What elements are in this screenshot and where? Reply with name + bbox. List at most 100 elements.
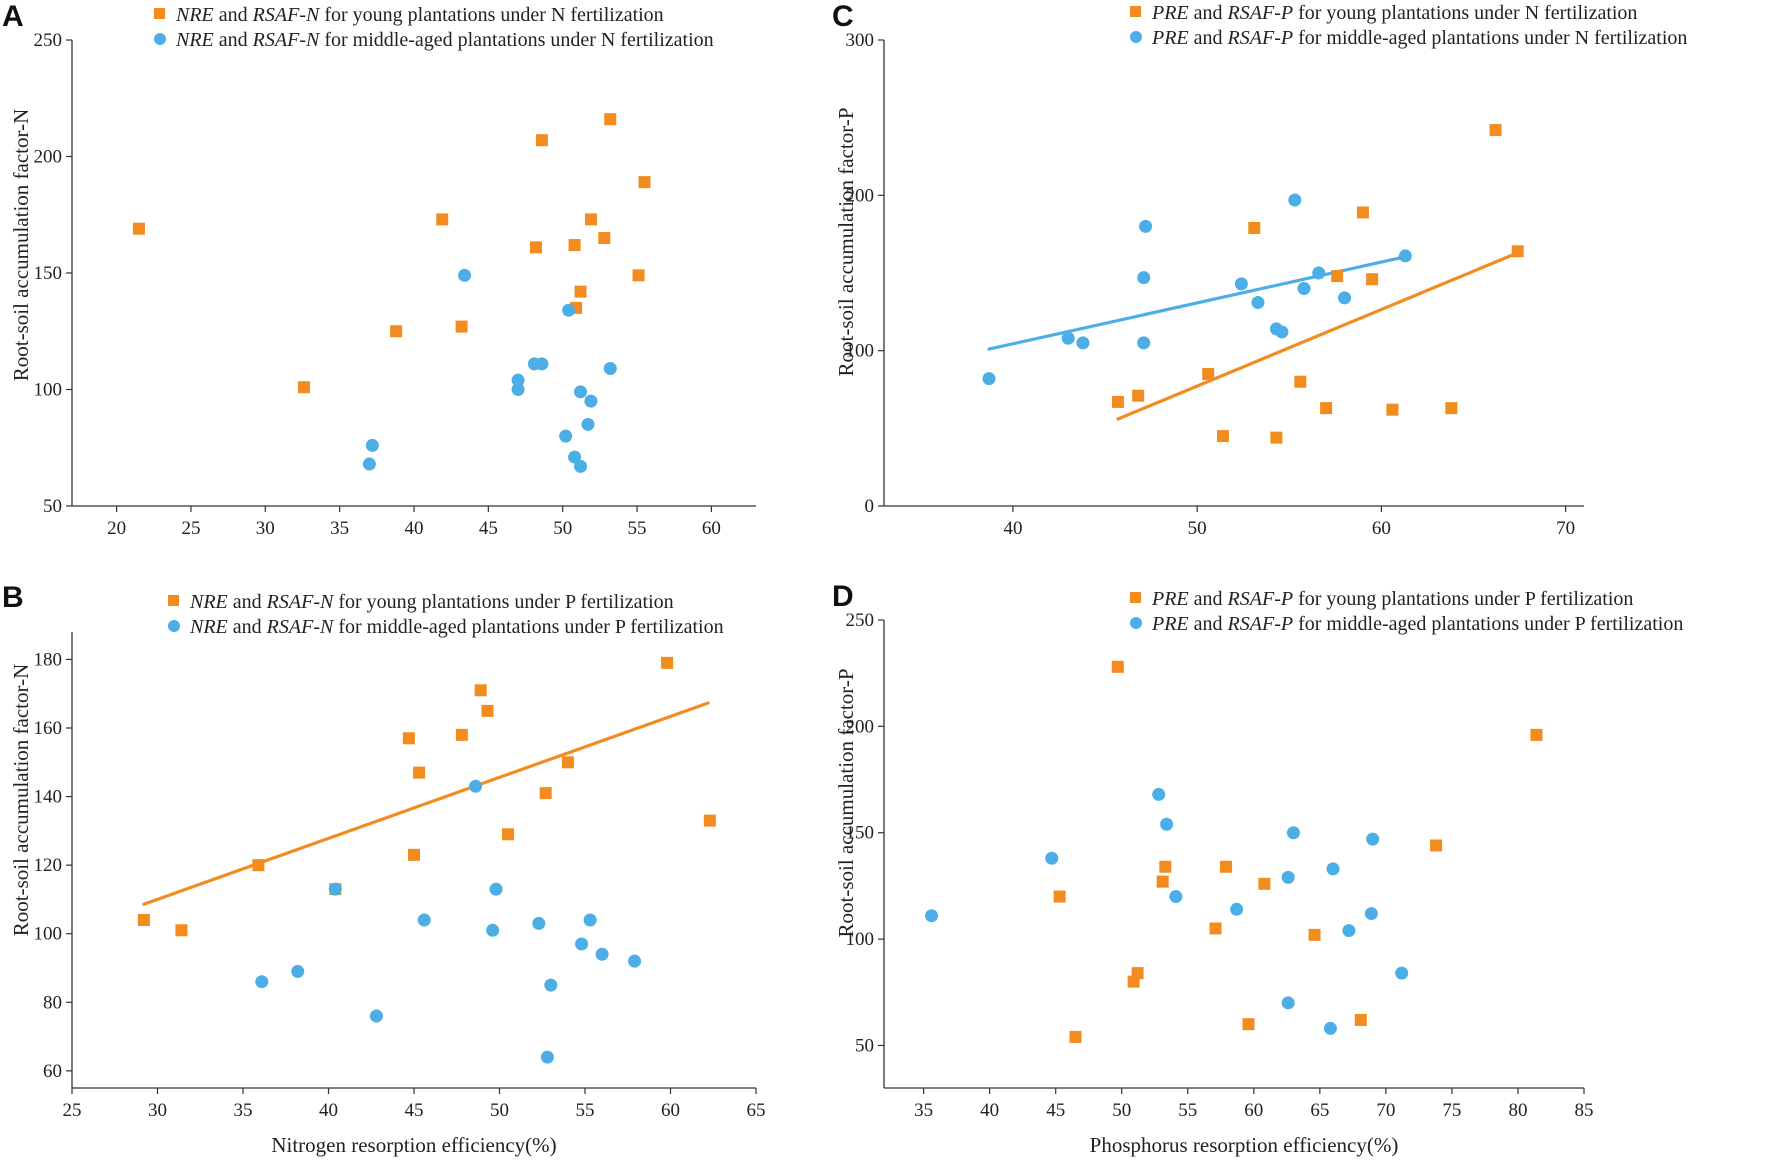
panel-c-young-point bbox=[1366, 273, 1379, 286]
panel-a-young-point bbox=[598, 232, 611, 245]
panel-d-y-tick-label: 50 bbox=[855, 1035, 874, 1056]
panel-b-x-tick-label: 35 bbox=[234, 1100, 253, 1121]
panel-c-y-tick-label: 100 bbox=[846, 341, 875, 362]
panel-c-middle-point bbox=[1076, 336, 1090, 350]
panel-d-young-point bbox=[1308, 928, 1321, 941]
legend-b-young-marker bbox=[168, 595, 179, 606]
panel-b-middle-point bbox=[575, 937, 589, 951]
panel-d-x-tick-label: 45 bbox=[1046, 1100, 1065, 1121]
panel-a-x-tick-label: 20 bbox=[107, 518, 126, 539]
panel-c-middle-point bbox=[1338, 291, 1352, 305]
panel-d-middle-point bbox=[1230, 902, 1244, 916]
panel-a-middle-point bbox=[581, 417, 595, 431]
panel-a-middle-point bbox=[574, 459, 588, 473]
panel-d-middle-point bbox=[925, 909, 939, 923]
panel-a-x-tick-label: 50 bbox=[553, 518, 572, 539]
panel-d-middle-point bbox=[1281, 870, 1295, 884]
panel-a-young-point bbox=[132, 222, 145, 235]
panel-b-middle-point bbox=[489, 882, 503, 896]
panel-b-middle-point bbox=[469, 779, 483, 793]
panel-c-middle-point bbox=[1275, 325, 1289, 339]
panel-b-y-axis-title: Root-soil accumulation factor-N bbox=[9, 664, 33, 937]
panel-c-middle-point bbox=[1061, 331, 1075, 345]
panel-d-x-tick-label: 40 bbox=[980, 1100, 999, 1121]
panel-a-young-point bbox=[604, 113, 617, 126]
panel-d-y-tick-label: 150 bbox=[846, 823, 875, 844]
panel-letter-c: C bbox=[832, 0, 854, 33]
panel-b-x-tick-label: 30 bbox=[148, 1100, 167, 1121]
panel-d-x-tick-label: 85 bbox=[1575, 1100, 1594, 1121]
panel-b-y-tick-label: 80 bbox=[43, 992, 62, 1013]
panel-a-young-point bbox=[568, 239, 581, 252]
panel-a-middle-point bbox=[568, 450, 582, 464]
panel-b-middle-point bbox=[417, 913, 431, 927]
panel-b-y-tick-label: 120 bbox=[34, 855, 63, 876]
panel-d-x-tick-label: 65 bbox=[1310, 1100, 1329, 1121]
panel-a-y-tick-label: 250 bbox=[34, 30, 63, 51]
panel-b-plot: 25 30 35 40 45 50 55 60 65 60 80 100 120 140 160 180 bbox=[34, 632, 766, 1121]
panel-c-young-point bbox=[1270, 431, 1283, 444]
panel-a-young-point bbox=[390, 325, 403, 338]
panel-a-young-point bbox=[574, 285, 587, 298]
panel-b-young-point bbox=[137, 914, 150, 926]
panel-b-young-fit-line bbox=[142, 701, 710, 906]
panel-d-middle-point bbox=[1169, 890, 1183, 904]
panel-a-x-tick-label: 30 bbox=[256, 518, 275, 539]
panel-d-y-tick-label: 100 bbox=[846, 929, 875, 950]
panel-a-x-tick-label: 35 bbox=[330, 518, 349, 539]
panel-c-young-point bbox=[1445, 402, 1458, 415]
legend-d-young-label: PRE and RSAF-P for young plantations und… bbox=[1151, 588, 1633, 610]
panel-d-x-tick-label: 75 bbox=[1442, 1100, 1461, 1121]
panel-b-middle-point bbox=[486, 923, 500, 937]
panel-c-young-point bbox=[1216, 430, 1229, 443]
panel-b-middle-point bbox=[595, 947, 609, 961]
panel-c-young-point bbox=[1386, 403, 1399, 416]
panel-a-young-point bbox=[455, 320, 468, 333]
panel-b-legend: NRE and RSAF-N for young plantations und… bbox=[168, 591, 724, 638]
legend-b-middle-label: NRE and RSAF-N for middle-aged plantatio… bbox=[189, 616, 724, 638]
panel-a-middle-point bbox=[362, 457, 376, 471]
legend-a-middle-label: NRE and RSAF-N for middle-aged plantatio… bbox=[175, 29, 714, 51]
panel-a-middle-point bbox=[365, 438, 379, 452]
panel-c-young-point bbox=[1132, 389, 1145, 402]
panel-a: A 20 25 30 35 40 45 50 55 60 50 100 150 200 250 Root-… bbox=[2, 0, 756, 539]
panel-d-legend: PRE and RSAF-P for young plantations und… bbox=[1130, 588, 1683, 635]
panel-c-young-point bbox=[1248, 221, 1261, 234]
panel-c-y-tick-label: 0 bbox=[865, 496, 875, 517]
panel-c-young-point bbox=[1111, 395, 1124, 408]
panel-b-x-axis-title: Nitrogen resorption efficiency(%) bbox=[271, 1133, 556, 1157]
panel-d-young-point bbox=[1131, 967, 1144, 980]
legend-c-young-label: PRE and RSAF-P for young plantations und… bbox=[1151, 2, 1637, 24]
panel-d-x-tick-label: 50 bbox=[1112, 1100, 1131, 1121]
panel-d-young-point bbox=[1053, 890, 1066, 903]
panel-c-young-point bbox=[1320, 402, 1333, 415]
panel-a-middle-point bbox=[535, 357, 549, 371]
panel-d-young-point bbox=[1258, 877, 1271, 890]
legend-c-middle-marker bbox=[1130, 31, 1142, 43]
panel-b-young-point bbox=[661, 656, 674, 669]
panel-b-y-tick-label: 160 bbox=[34, 718, 63, 739]
panel-b-middle-point bbox=[583, 913, 597, 927]
panel-b-middle-point bbox=[369, 1009, 383, 1023]
panel-d-plot: 35 40 45 50 55 60 65 70 75 80 85 50 100 150 200 250 bbox=[846, 610, 1594, 1121]
panel-a-y-tick-label: 150 bbox=[34, 263, 63, 284]
panel-letter-b: B bbox=[2, 581, 24, 614]
panel-c-x-tick-label: 70 bbox=[1556, 518, 1575, 539]
panel-b-young-point bbox=[408, 848, 420, 861]
panel-c-young-point bbox=[1356, 206, 1369, 219]
panel-d-young-point bbox=[1159, 860, 1172, 873]
panel-b-young-point bbox=[561, 756, 574, 769]
panel-c-middle-point bbox=[1297, 282, 1311, 296]
panel-c-middle-point bbox=[1234, 277, 1248, 291]
panel-a-middle-point bbox=[584, 394, 598, 408]
panel-c-middle-point bbox=[982, 372, 996, 386]
panel-d-middle-point bbox=[1366, 832, 1380, 846]
panel-c-middle-point bbox=[1137, 336, 1151, 350]
panel-letter-d: D bbox=[832, 580, 854, 613]
panel-b-middle-point bbox=[540, 1050, 554, 1064]
panel-c-young-point bbox=[1511, 245, 1524, 258]
panel-a-young-point bbox=[632, 269, 645, 282]
panel-a-legend: NRE and RSAF-N for young plantations und… bbox=[154, 4, 714, 51]
panel-a-x-tick-label: 60 bbox=[702, 518, 721, 539]
